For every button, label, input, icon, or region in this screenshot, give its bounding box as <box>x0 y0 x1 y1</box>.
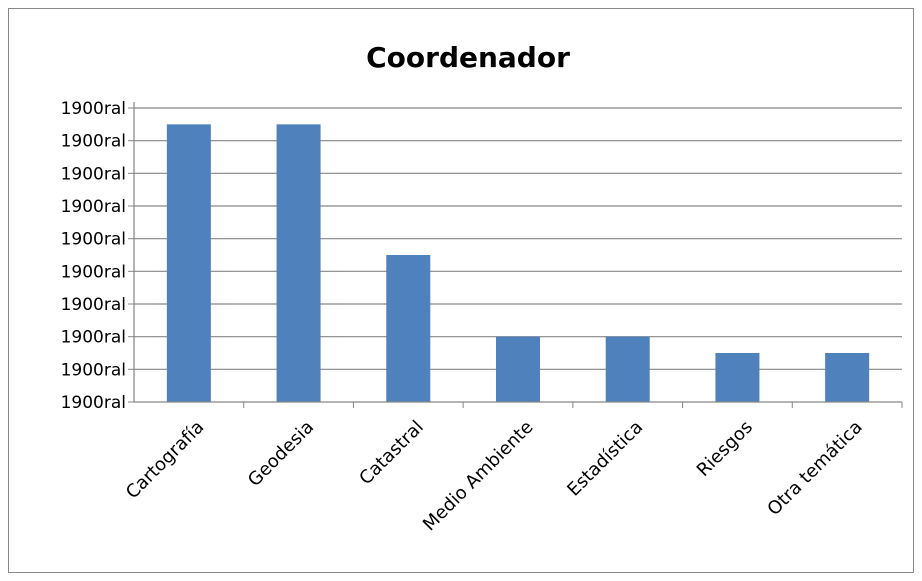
x-category-label: Catastral <box>355 417 428 490</box>
x-category-label: Otra temática <box>763 417 866 520</box>
y-tick-label: 1900ral <box>61 262 126 282</box>
x-category-label: Estadística <box>563 417 647 501</box>
x-category-label: Medio Ambiente <box>419 417 538 536</box>
y-tick-label: 1900ral <box>61 230 126 250</box>
x-category-label: Riesgos <box>693 417 757 481</box>
bars <box>166 124 870 402</box>
y-tick-label: 1900ral <box>61 360 126 380</box>
bar <box>386 255 431 402</box>
y-tick-label: 1900ral <box>61 197 126 217</box>
x-category-label: Geodesia <box>244 417 318 491</box>
chart-title: Coordenador <box>366 41 570 74</box>
y-tick-label: 1900ral <box>61 393 126 413</box>
axes <box>128 102 903 408</box>
y-tick-label: 1900ral <box>61 328 126 348</box>
x-category-label: Cartografía <box>122 417 208 503</box>
chart-frame <box>8 8 914 573</box>
y-tick-label: 1900ral <box>61 295 126 315</box>
bar <box>276 124 321 402</box>
y-tick-label: 1900ral <box>61 164 126 184</box>
gridlines <box>134 107 902 370</box>
bar <box>496 336 540 402</box>
y-tick-labels: 1900ral 1900ral 1900ral 1900ral 1900ral 1900r… <box>61 99 126 413</box>
y-tick-label: 1900ral <box>61 99 126 119</box>
bar <box>166 124 211 402</box>
bar <box>825 353 870 402</box>
bar <box>715 353 760 402</box>
bar <box>605 336 650 402</box>
y-tick-label: 1900ral <box>61 132 126 152</box>
